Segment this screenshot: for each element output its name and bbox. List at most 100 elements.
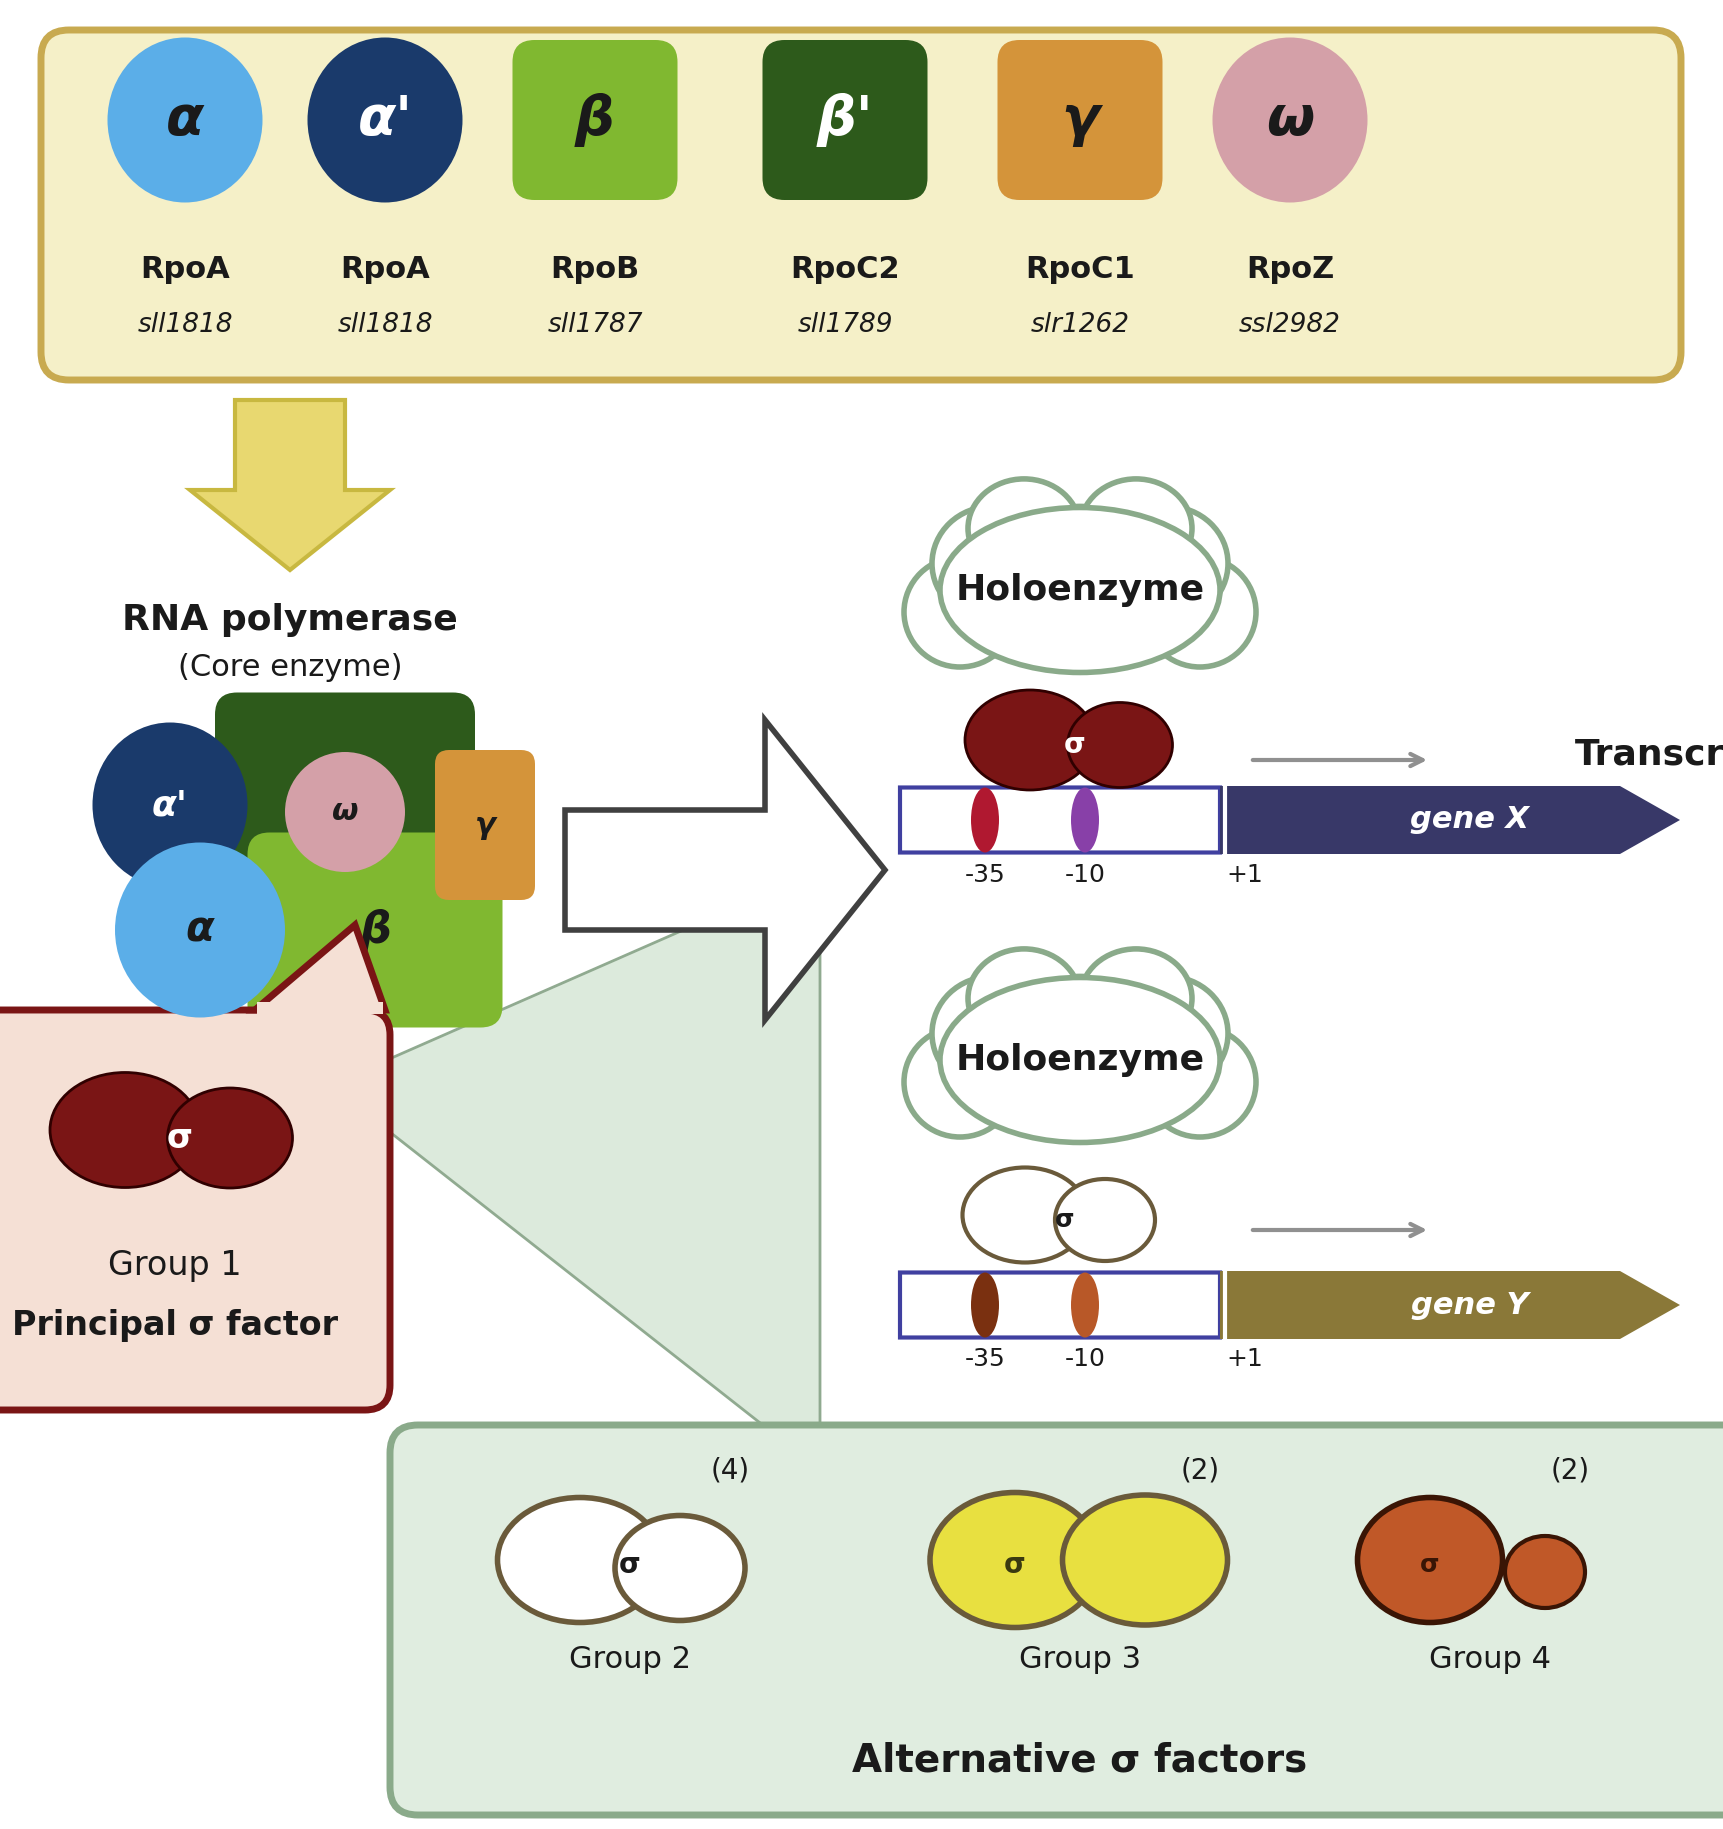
Ellipse shape — [932, 977, 1053, 1090]
Ellipse shape — [968, 949, 1080, 1048]
Ellipse shape — [1072, 1273, 1099, 1337]
Text: Group 4: Group 4 — [1428, 1646, 1551, 1675]
Ellipse shape — [1144, 558, 1256, 668]
Text: (4): (4) — [710, 1456, 750, 1483]
FancyBboxPatch shape — [899, 1273, 1220, 1337]
Text: σ: σ — [1065, 732, 1085, 759]
Ellipse shape — [1108, 507, 1228, 620]
Text: ω: ω — [333, 797, 358, 827]
Ellipse shape — [984, 1028, 1096, 1138]
Ellipse shape — [930, 1492, 1099, 1628]
Ellipse shape — [1065, 1028, 1177, 1138]
Text: (Core enzyme): (Core enzyme) — [177, 653, 401, 682]
FancyBboxPatch shape — [763, 40, 927, 199]
Text: σ: σ — [1420, 1553, 1440, 1577]
Text: α: α — [165, 93, 203, 146]
Ellipse shape — [972, 788, 999, 852]
Text: σ: σ — [1054, 1207, 1075, 1233]
Ellipse shape — [1020, 507, 1141, 620]
Text: Alternative σ factors: Alternative σ factors — [853, 1741, 1308, 1780]
FancyBboxPatch shape — [41, 29, 1682, 380]
Ellipse shape — [115, 843, 284, 1017]
Text: (2): (2) — [1180, 1456, 1220, 1483]
Text: Transcription: Transcription — [1575, 737, 1723, 772]
Text: Holoenzyme: Holoenzyme — [956, 1043, 1204, 1077]
Text: RpoA: RpoA — [140, 256, 229, 285]
Text: β: β — [575, 93, 615, 146]
Ellipse shape — [498, 1498, 663, 1622]
Polygon shape — [331, 871, 820, 1471]
Ellipse shape — [107, 38, 262, 203]
Text: RpoB: RpoB — [550, 256, 639, 285]
Text: RNA polymerase: RNA polymerase — [122, 604, 458, 636]
Ellipse shape — [984, 558, 1096, 668]
Ellipse shape — [1108, 977, 1228, 1090]
Text: RpoC2: RpoC2 — [791, 256, 899, 285]
Text: β': β' — [324, 768, 367, 810]
Text: Holoenzyme: Holoenzyme — [956, 572, 1204, 607]
FancyBboxPatch shape — [215, 693, 476, 887]
Ellipse shape — [963, 1167, 1087, 1262]
Text: γ: γ — [474, 810, 496, 840]
Text: RpoA: RpoA — [339, 256, 429, 285]
Ellipse shape — [941, 977, 1220, 1143]
FancyBboxPatch shape — [434, 750, 536, 900]
Polygon shape — [255, 925, 384, 1010]
Ellipse shape — [941, 507, 1220, 673]
Text: Group 3: Group 3 — [1018, 1646, 1141, 1675]
Ellipse shape — [1080, 949, 1192, 1048]
Text: σ: σ — [619, 1551, 641, 1578]
Text: α: α — [186, 909, 214, 951]
Ellipse shape — [284, 752, 405, 872]
Ellipse shape — [50, 1072, 200, 1187]
Ellipse shape — [1054, 1180, 1154, 1260]
Text: sll1818: sll1818 — [138, 313, 233, 338]
Text: (2): (2) — [1551, 1456, 1590, 1483]
Ellipse shape — [167, 1088, 293, 1189]
Ellipse shape — [1144, 1028, 1256, 1138]
Ellipse shape — [905, 558, 1017, 668]
Text: γ: γ — [1061, 93, 1099, 146]
Ellipse shape — [1068, 702, 1172, 788]
Text: σ: σ — [1005, 1551, 1025, 1578]
Ellipse shape — [1504, 1536, 1585, 1608]
Text: Group 1: Group 1 — [109, 1249, 241, 1282]
Text: sll1818: sll1818 — [338, 313, 432, 338]
Text: slr1262: slr1262 — [1030, 313, 1130, 338]
FancyBboxPatch shape — [899, 788, 1220, 852]
Ellipse shape — [932, 507, 1053, 620]
Text: sll1787: sll1787 — [548, 313, 643, 338]
Polygon shape — [565, 721, 886, 1021]
Text: α': α' — [152, 788, 188, 821]
Text: +1: +1 — [1227, 1348, 1263, 1372]
Polygon shape — [190, 401, 389, 571]
Text: +1: +1 — [1227, 863, 1263, 887]
Polygon shape — [1220, 786, 1680, 854]
Text: gene Y: gene Y — [1411, 1291, 1528, 1319]
Text: -35: -35 — [965, 1348, 1006, 1372]
Ellipse shape — [965, 690, 1096, 790]
Text: σ: σ — [167, 1121, 193, 1154]
Ellipse shape — [1080, 479, 1192, 578]
FancyBboxPatch shape — [0, 1010, 389, 1410]
Polygon shape — [1220, 1271, 1680, 1339]
Ellipse shape — [905, 1028, 1017, 1138]
Text: ω: ω — [1266, 93, 1315, 146]
Ellipse shape — [1213, 38, 1368, 203]
FancyBboxPatch shape — [998, 40, 1163, 199]
Text: β: β — [358, 909, 391, 951]
Ellipse shape — [1358, 1498, 1502, 1622]
Ellipse shape — [1065, 558, 1177, 668]
Text: RpoZ: RpoZ — [1246, 256, 1334, 285]
Ellipse shape — [1072, 788, 1099, 852]
Ellipse shape — [968, 479, 1080, 578]
Text: ssl2982: ssl2982 — [1239, 313, 1340, 338]
Text: gene X: gene X — [1411, 805, 1530, 834]
Text: Principal σ factor: Principal σ factor — [12, 1308, 338, 1341]
FancyBboxPatch shape — [512, 40, 677, 199]
Text: -35: -35 — [965, 863, 1006, 887]
Text: RpoC1: RpoC1 — [1025, 256, 1135, 285]
FancyBboxPatch shape — [389, 1425, 1723, 1814]
Text: -10: -10 — [1065, 1348, 1106, 1372]
FancyBboxPatch shape — [248, 832, 503, 1028]
